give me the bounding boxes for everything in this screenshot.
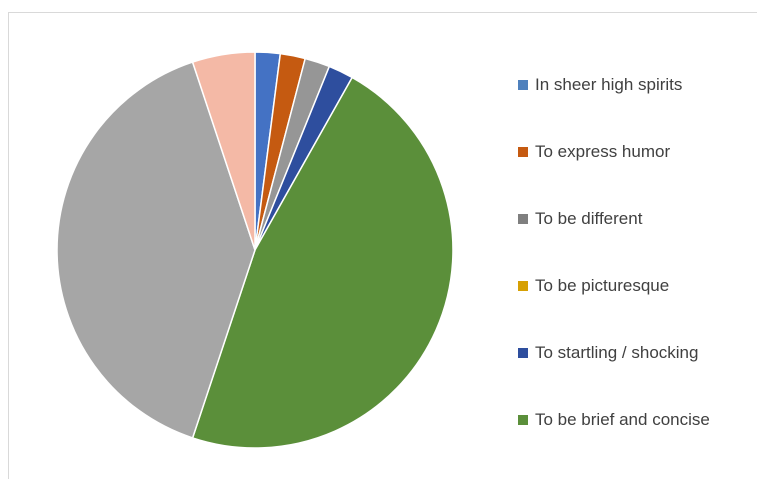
- legend-item-to-be-different: To be different: [518, 202, 710, 236]
- legend-swatch: [518, 415, 528, 425]
- legend-label: To startling / shocking: [535, 343, 699, 362]
- legend-label: To be picturesque: [535, 276, 670, 295]
- legend-item-in-sheer-high-spirits: In sheer high spirits: [518, 68, 710, 102]
- legend-swatch: [518, 80, 528, 90]
- legend-swatch: [518, 147, 528, 157]
- legend-label: To be brief and concise: [535, 410, 710, 429]
- legend-item-to-be-picturesque: To be picturesque: [518, 269, 710, 303]
- legend-item-to-startling-shocking: To startling / shocking: [518, 336, 710, 370]
- pie-slice-to-be-brief-and-concise: [191, 76, 454, 449]
- legend-item-to-be-brief-and-concise: To be brief and concise: [518, 403, 710, 437]
- legend-label: In sheer high spirits: [535, 75, 683, 94]
- legend-label: To express humor: [535, 142, 671, 161]
- chart-area: In sheer high spirits To express humor T…: [8, 12, 757, 479]
- pie-slice-unlabeled-7: [191, 51, 256, 251]
- pie-slice-unlabeled-6: [56, 61, 256, 439]
- legend-label: To be different: [535, 209, 643, 228]
- legend: In sheer high spirits To express humor T…: [518, 68, 710, 470]
- legend-swatch: [518, 281, 528, 291]
- legend-swatch: [518, 214, 528, 224]
- legend-swatch: [518, 348, 528, 358]
- legend-item-to-express-humor: To express humor: [518, 135, 710, 169]
- pie-chart: [56, 51, 454, 449]
